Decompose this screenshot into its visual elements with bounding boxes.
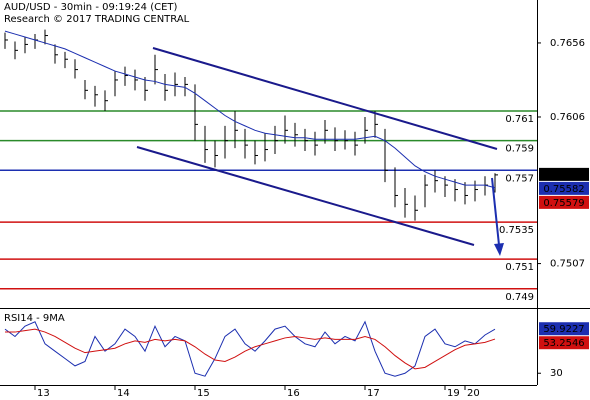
x-tick-label: 13 bbox=[37, 388, 50, 399]
level-label: 0.7535 bbox=[499, 225, 534, 236]
y-tick-label: 0.7507 bbox=[550, 259, 585, 270]
level-label: 0.749 bbox=[505, 292, 534, 303]
rsi-marker bbox=[539, 336, 589, 350]
chart-title: AUD/USD - 30min - 09:19:24 (CET) bbox=[4, 2, 178, 13]
rsi-marker bbox=[539, 322, 589, 336]
y-tick-label: 0.7606 bbox=[550, 112, 585, 123]
rsi-title: RSI14 - 9MA bbox=[4, 313, 65, 324]
level-label: 0.751 bbox=[505, 262, 534, 273]
x-tick-label: 20 bbox=[467, 388, 480, 399]
price-marker bbox=[539, 167, 589, 181]
chart-subtitle: Research © 2017 TRADING CENTRAL bbox=[4, 14, 190, 25]
rsi-marker-label: 59.9227 bbox=[543, 324, 584, 335]
price-marker-label: 0.75579 bbox=[543, 198, 584, 209]
y-tick-label: 30 bbox=[550, 368, 563, 379]
price-marker-label: 0.75582 bbox=[543, 184, 584, 195]
level-label: 0.757 bbox=[505, 173, 534, 184]
price-marker bbox=[539, 181, 589, 195]
level-label: 0.761 bbox=[505, 114, 534, 125]
x-tick-label: 15 bbox=[197, 388, 210, 399]
rsi-marker-label: 53.2546 bbox=[543, 338, 584, 349]
price-marker bbox=[539, 195, 589, 209]
forecast-arrow bbox=[491, 177, 500, 246]
price-marker-label: 0.75669 bbox=[543, 170, 584, 181]
y-tick-label: 0.7656 bbox=[550, 38, 585, 49]
level-label: 0.759 bbox=[505, 144, 534, 155]
x-tick-label: 17 bbox=[367, 388, 380, 399]
channel-lower bbox=[136, 146, 475, 246]
x-tick-label: 16 bbox=[287, 388, 300, 399]
moving-average bbox=[4, 30, 496, 189]
channel-upper bbox=[152, 47, 498, 150]
x-tick-label: 14 bbox=[117, 388, 130, 399]
forecast-arrow-head bbox=[494, 243, 504, 256]
rsi-line bbox=[4, 320, 496, 377]
plot: 0.7656 0.7606 0.7507 0.761 0.759 0.757 0.7535 0… bbox=[0, 29, 589, 399]
rsi-line bbox=[5, 328, 496, 370]
x-tick-label: 19 bbox=[447, 388, 460, 399]
